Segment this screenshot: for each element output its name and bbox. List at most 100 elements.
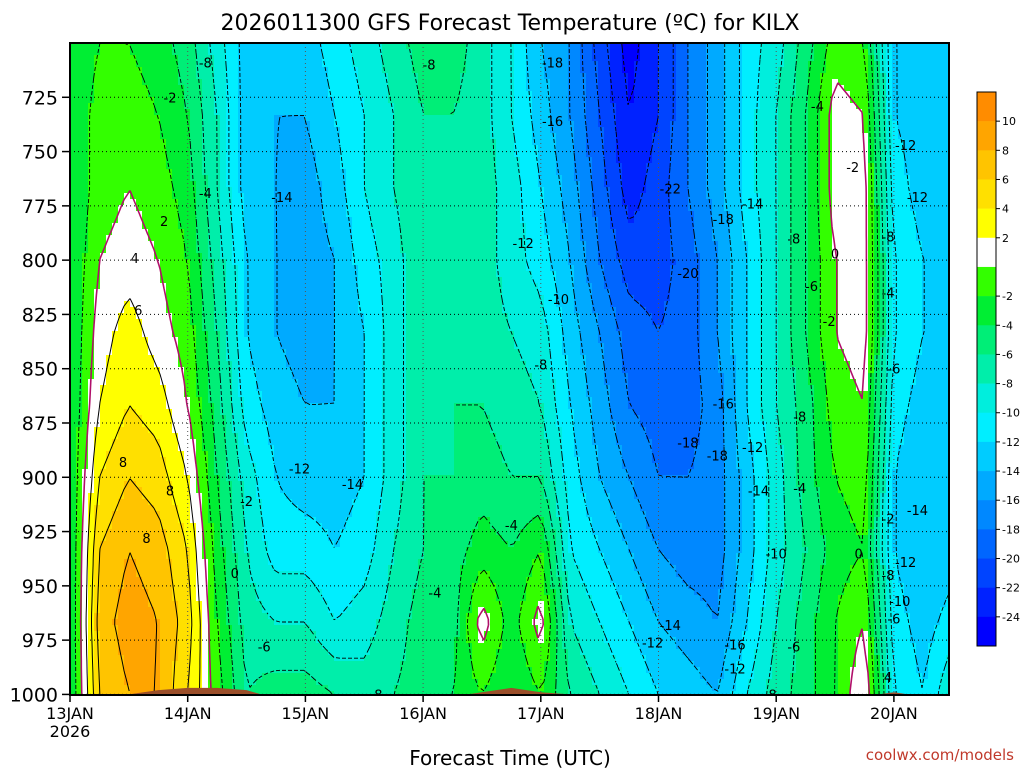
temp-cell — [610, 241, 617, 248]
temp-cell — [436, 163, 443, 170]
temp-cell — [490, 205, 497, 212]
temp-cell — [172, 103, 179, 110]
temp-cell — [286, 139, 293, 146]
temp-cell — [430, 163, 437, 170]
temp-cell — [112, 175, 119, 182]
temp-cell — [748, 109, 755, 116]
temp-cell — [592, 91, 599, 98]
temp-cell — [934, 223, 941, 230]
temp-cell — [88, 121, 95, 128]
temp-cell — [748, 121, 755, 128]
temp-cell — [274, 169, 281, 176]
temp-cell — [340, 199, 347, 206]
temp-cell — [220, 229, 227, 236]
temp-cell — [94, 187, 101, 194]
temp-cell — [646, 169, 653, 176]
temp-cell — [376, 97, 383, 104]
temp-cell — [436, 133, 443, 140]
temp-cell — [610, 235, 617, 242]
temp-cell — [76, 163, 83, 170]
temp-cell — [838, 217, 845, 224]
temp-cell — [250, 205, 257, 212]
temp-cell — [394, 73, 401, 80]
temp-cell — [412, 175, 419, 182]
temp-cell — [202, 61, 209, 68]
temp-cell — [544, 217, 551, 224]
temp-cell — [352, 199, 359, 206]
temp-cell — [880, 199, 887, 206]
temp-cell — [748, 151, 755, 158]
temp-cell — [694, 127, 701, 134]
temp-cell — [940, 49, 947, 56]
temp-cell — [868, 151, 875, 158]
temp-cell — [724, 193, 731, 200]
temp-cell — [646, 67, 653, 74]
temp-cell — [664, 145, 671, 152]
temp-cell — [856, 109, 863, 116]
temp-cell — [946, 169, 949, 176]
temp-cell — [364, 205, 371, 212]
temp-cell — [850, 211, 857, 218]
temp-cell — [490, 43, 497, 50]
temp-cell — [154, 235, 161, 242]
temp-cell — [262, 211, 269, 218]
temp-cell — [130, 91, 137, 98]
temp-cell — [166, 217, 173, 224]
temp-cell — [688, 67, 695, 74]
temp-cell — [316, 187, 323, 194]
temp-cell — [850, 115, 857, 122]
temp-cell — [520, 235, 527, 242]
temp-cell — [928, 85, 935, 92]
temp-cell — [346, 241, 353, 248]
temp-cell — [550, 73, 557, 80]
temp-cell — [496, 73, 503, 80]
temp-cell — [778, 97, 785, 104]
temp-cell — [160, 211, 167, 218]
temp-cell — [694, 55, 701, 62]
temp-cell — [652, 217, 659, 224]
temp-cell — [376, 49, 383, 56]
temp-cell — [250, 115, 257, 122]
temp-cell — [388, 103, 395, 110]
temp-cell — [76, 223, 83, 230]
temp-cell — [382, 133, 389, 140]
temp-cell — [526, 235, 533, 242]
temp-cell — [106, 187, 113, 194]
temp-cell — [760, 55, 767, 62]
temp-cell — [322, 97, 329, 104]
temp-cell — [190, 49, 197, 56]
temp-cell — [934, 175, 941, 182]
temp-cell — [616, 187, 623, 194]
temp-cell — [916, 229, 923, 236]
temp-cell — [118, 67, 125, 74]
temp-cell — [694, 235, 701, 242]
temp-cell — [820, 97, 827, 104]
temp-cell — [94, 67, 101, 74]
temp-cell — [790, 229, 797, 236]
temp-cell — [454, 235, 461, 242]
temp-cell — [376, 91, 383, 98]
temp-cell — [70, 139, 77, 146]
temp-cell — [376, 79, 383, 86]
temp-cell — [724, 223, 731, 230]
temp-cell — [772, 115, 779, 122]
temp-cell — [202, 229, 209, 236]
temp-cell — [940, 97, 947, 104]
temp-cell — [682, 55, 689, 62]
temp-cell — [82, 151, 89, 158]
temp-cell — [520, 85, 527, 92]
temp-cell — [166, 175, 173, 182]
temp-cell — [172, 79, 179, 86]
temp-cell — [664, 151, 671, 158]
temp-cell — [748, 43, 755, 50]
temp-cell — [118, 73, 125, 80]
temp-cell — [148, 91, 155, 98]
temp-cell — [244, 235, 251, 242]
temp-cell — [154, 193, 161, 200]
temp-cell — [346, 55, 353, 62]
temp-cell — [898, 223, 905, 230]
temp-cell — [454, 115, 461, 122]
temp-cell — [886, 187, 893, 194]
temp-cell — [514, 115, 521, 122]
temp-cell — [304, 163, 311, 170]
